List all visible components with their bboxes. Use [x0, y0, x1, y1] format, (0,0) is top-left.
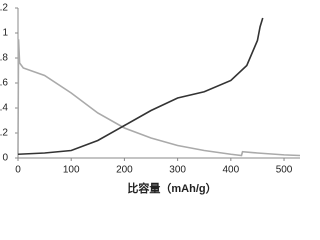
- data-line: [17, 17, 264, 156]
- y-tick-label: 0.6: [0, 78, 8, 89]
- y-tick-label: 0.2: [0, 128, 8, 139]
- y-tick-label: 0: [2, 153, 8, 164]
- x-tick-label: 0: [15, 165, 21, 176]
- data-line: [17, 39, 300, 157]
- y-tick-label: 0.8: [0, 53, 8, 64]
- x-tick-label: 300: [169, 165, 186, 176]
- chart: 比容量（mAh/g） 0 0.2 0.4 0.6 0.8 1 1.2 0 100 200 300 40…: [0, 3, 300, 195]
- y-tick-label: 1.2: [0, 3, 8, 14]
- x-axis-label: 比容量（mAh/g）: [127, 181, 216, 195]
- x-tick-label: 400: [222, 165, 239, 176]
- x-tick-label: 200: [116, 165, 133, 176]
- x-tick-label: 100: [63, 165, 80, 176]
- y-tick-label: 1: [2, 28, 8, 39]
- x-tick-label: 500: [276, 165, 293, 176]
- y-tick-label: 0.4: [0, 103, 8, 114]
